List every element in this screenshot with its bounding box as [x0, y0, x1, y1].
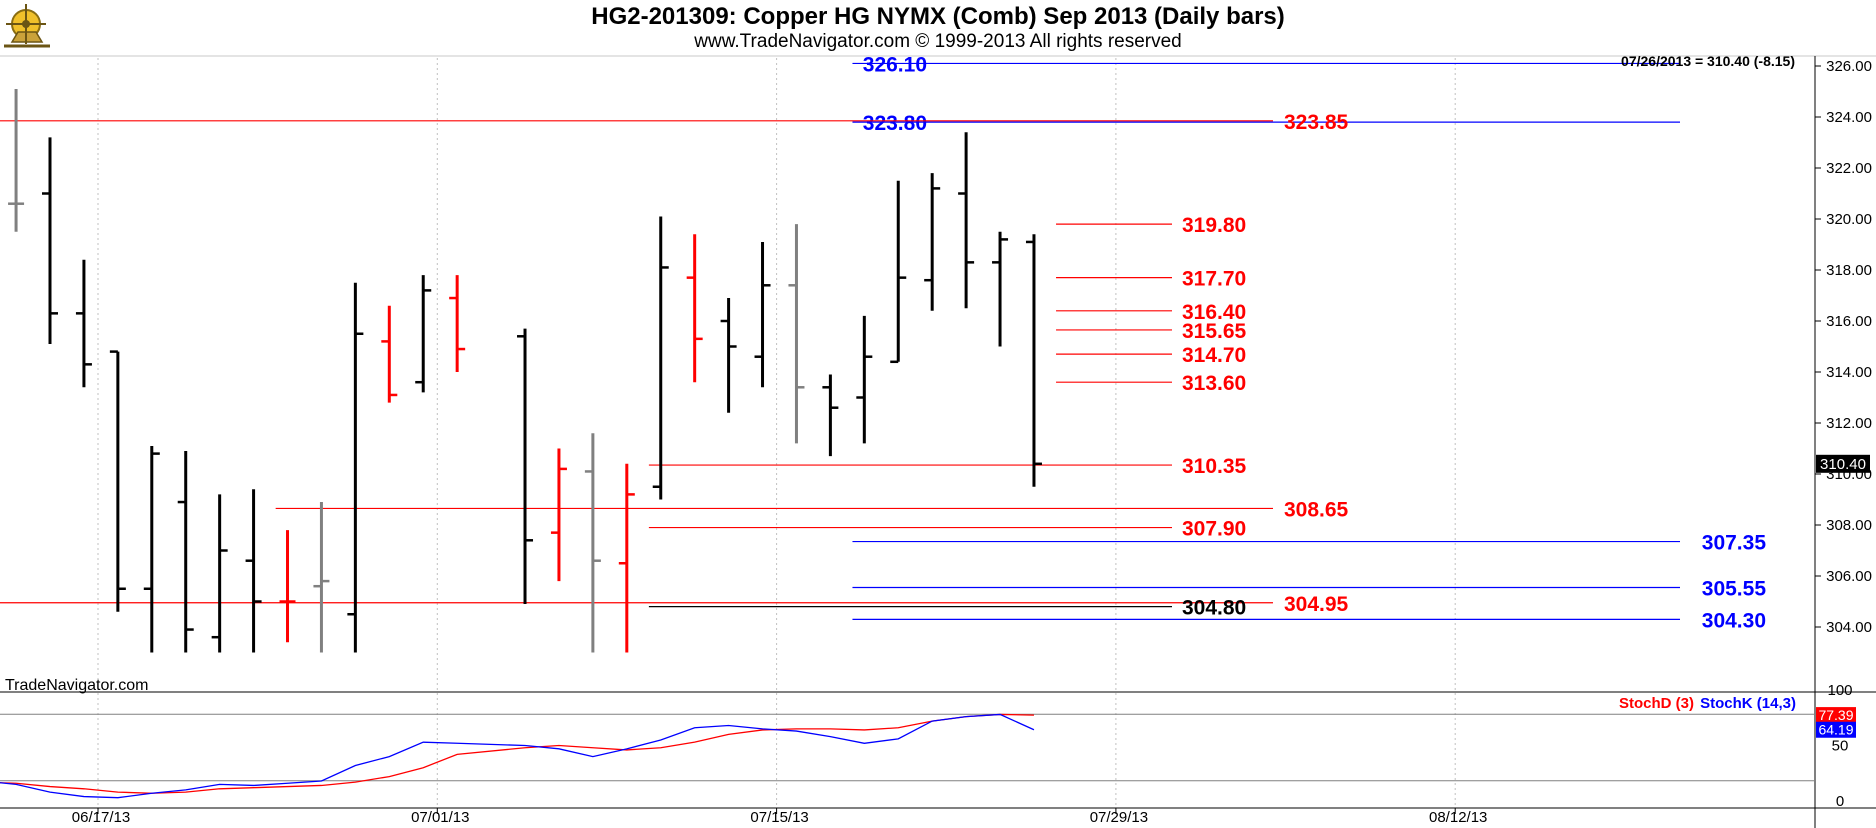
- level-label: 308.65: [1284, 498, 1349, 521]
- ohlc-bar: [856, 315, 873, 444]
- y-tick-label: 308.00: [1826, 517, 1872, 534]
- level-label: 323.80: [863, 112, 927, 135]
- ohlc-bar: [686, 234, 703, 383]
- ohlc-bar: [754, 241, 771, 388]
- stoch-legend-k: StochK (14,3): [1700, 695, 1796, 712]
- level-label: 304.95: [1284, 593, 1349, 616]
- level-label: 323.85: [1284, 111, 1349, 134]
- x-tick-label: 07/15/13: [750, 809, 808, 826]
- ohlc-bar: [211, 494, 228, 653]
- ohlc-bars: [8, 88, 1042, 653]
- ohlc-bar: [517, 328, 534, 605]
- ohlc-bar: [958, 132, 975, 309]
- stoch-series-line: [0, 713, 1035, 799]
- stoch-y-tick-label: 50: [1832, 738, 1849, 755]
- last-value-readout: 07/26/2013 = 310.40 (-8.15): [1621, 53, 1795, 69]
- ohlc-bar: [822, 374, 839, 457]
- level-label: 304.30: [1702, 609, 1766, 632]
- level-label: 316.40: [1182, 301, 1246, 324]
- ohlc-bar: [890, 180, 907, 364]
- stoch-legend-d: StochD (3): [1619, 695, 1694, 712]
- stoch-series-line: [0, 713, 1034, 794]
- price-axis: 06/17/13 07/01/13 07/15/13 07/29/13 08/12/13…: [72, 58, 1872, 826]
- ohlc-bar: [75, 259, 92, 388]
- x-tick-label: 07/01/13: [411, 809, 469, 826]
- watermark-text: TradeNavigator.com: [5, 677, 148, 694]
- level-label: 319.80: [1182, 214, 1246, 237]
- y-tick-label: 322.00: [1826, 160, 1872, 177]
- stoch-d-value: 77.39: [1818, 707, 1853, 723]
- y-tick-label: 326.00: [1826, 58, 1872, 75]
- y-tick-label: 320.00: [1826, 211, 1872, 228]
- stoch-k-value-box: [1816, 721, 1856, 738]
- ohlc-bar: [449, 275, 466, 372]
- stoch-y-tick-label: 100: [1827, 682, 1852, 699]
- level-label: 307.90: [1182, 518, 1246, 541]
- ohlc-bar: [415, 275, 432, 393]
- ohlc-bar: [584, 433, 601, 653]
- level-label: 314.70: [1182, 344, 1246, 367]
- ohlc-bar: [347, 282, 364, 653]
- trade-navigator-logo-icon: [2, 2, 54, 52]
- y-tick-label: 314.00: [1826, 364, 1872, 381]
- y-tick-label: 306.00: [1826, 568, 1872, 585]
- last-price-box: [1816, 454, 1870, 473]
- ohlc-bar: [788, 224, 805, 444]
- level-label: 313.60: [1182, 372, 1246, 395]
- x-tick-label: 08/12/13: [1429, 809, 1487, 826]
- y-tick-label: 304.00: [1826, 619, 1872, 636]
- ohlc-bar: [720, 298, 737, 413]
- ohlc-bar: [177, 451, 194, 653]
- stoch-y-tick-label: 0: [1836, 793, 1844, 810]
- stoch-k-value: 64.19: [1818, 722, 1853, 738]
- y-tick-label: 318.00: [1826, 262, 1872, 279]
- ohlc-bar: [245, 489, 262, 653]
- x-tick-label: 06/17/13: [72, 809, 130, 826]
- chart-subtitle: www.TradeNavigator.com © 1999-2013 All r…: [694, 31, 1182, 52]
- y-tick-label: 316.00: [1826, 313, 1872, 330]
- ohlc-bar: [550, 448, 567, 582]
- level-label: 326.10: [863, 53, 927, 76]
- chart-header: HG2-201309: Copper HG NYMX (Comb) Sep 20…: [0, 0, 1876, 56]
- last-price-label: 310.40: [1820, 456, 1866, 473]
- ohlc-bar: [652, 216, 669, 500]
- ohlc-bar: [313, 502, 330, 653]
- chart-title: HG2-201309: Copper HG NYMX (Comb) Sep 20…: [591, 3, 1285, 30]
- ohlc-bar: [992, 231, 1009, 347]
- ohlc-bar: [381, 305, 398, 403]
- y-tick-label: 324.00: [1826, 109, 1872, 126]
- price-levels: 326.10 323.80 323.85 319.80 317.70 316.40315.…: [0, 53, 1766, 632]
- level-label: 304.80: [1182, 597, 1246, 620]
- ohlc-bar: [143, 445, 160, 653]
- level-label: 315.65: [1182, 320, 1247, 343]
- stoch-d-value-box: [1816, 707, 1856, 724]
- ohlc-bar: [618, 463, 635, 653]
- ohlc-bar: [109, 350, 126, 612]
- y-tick-label: 312.00: [1826, 415, 1872, 432]
- level-label: 317.70: [1182, 268, 1246, 291]
- ohlc-bar: [279, 530, 296, 643]
- x-tick-label: 07/29/13: [1090, 809, 1148, 826]
- ohlc-bar: [924, 173, 941, 311]
- grid-lines: [0, 55, 1876, 828]
- ohlc-bar: [1025, 234, 1042, 487]
- level-label: 305.55: [1702, 577, 1767, 600]
- ohlc-bar: [42, 137, 58, 344]
- level-label: 307.35: [1702, 532, 1767, 555]
- ohlc-bar: [8, 88, 25, 232]
- level-label: 310.35: [1182, 455, 1247, 478]
